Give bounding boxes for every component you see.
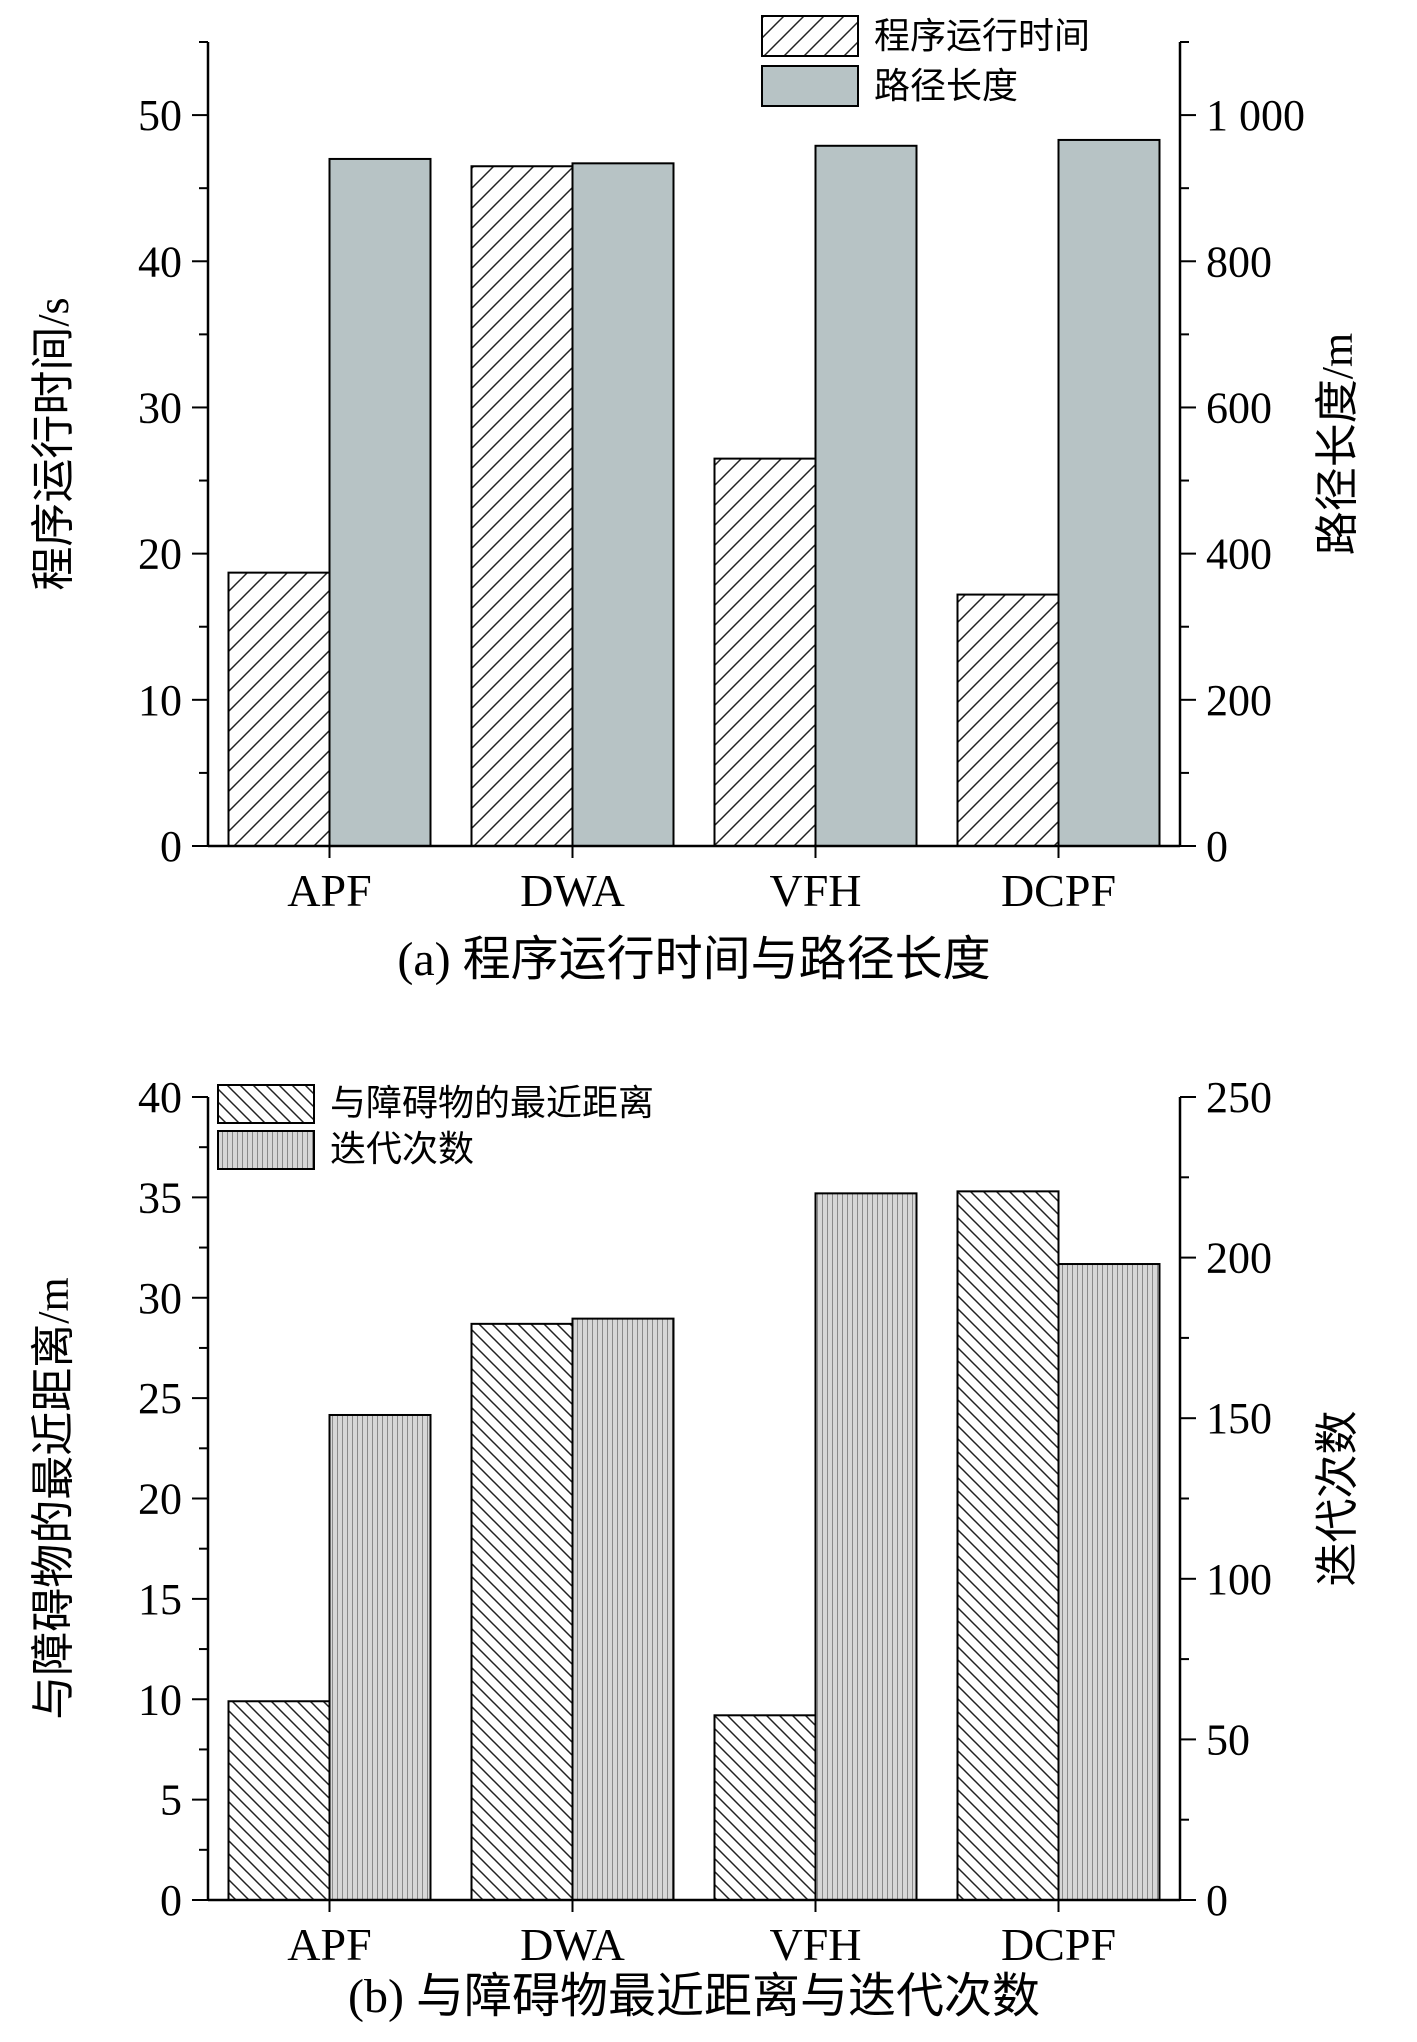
right-tick-label: 50 [1206,1715,1250,1764]
right-tick-label: 800 [1206,237,1272,286]
legend-label: 路径长度 [874,66,1018,107]
right-tick-label: 200 [1206,676,1272,725]
bar-vfh-series-2 [814,1192,918,1901]
right-tick-label: 600 [1206,383,1272,432]
bar-dcpf-series-1 [956,1190,1060,1902]
left-tick-label: 10 [138,1675,182,1724]
category-label: DWA [520,1919,625,1970]
left-tick-label: 30 [138,1274,182,1323]
bar-dcpf-series-2 [1057,1263,1161,1902]
left-tick-label: 0 [160,822,182,871]
bar-vfh-series-1 [713,1714,817,1902]
left-tick-label: 40 [138,237,182,286]
chart-b: APF DWA VFH DCPF 0 5 10 15 20 25 30 35 40 0 50 100 150 20… [29,1073,1362,2023]
chart-caption: (a) 程序运行时间与路径长度 [397,933,990,986]
left-tick-label: 35 [138,1173,182,1222]
left-axis-title: 程序运行时间/s [29,297,78,590]
legend-label: 迭代次数 [330,1129,474,1170]
right-tick-label: 0 [1206,1876,1228,1925]
left-tick-label: 30 [138,383,182,432]
bar-apf-series-1 [227,571,331,847]
bar-dwa-series-2 [571,162,675,847]
bar-vfh-series-1 [713,457,817,847]
category-label: APF [287,865,371,916]
bar-dcpf-series-1 [956,593,1060,847]
category-label: APF [287,1919,371,1970]
right-tick-label: 400 [1206,530,1272,579]
right-tick-label: 150 [1206,1394,1272,1443]
category-label: DWA [520,865,625,916]
category-label: VFH [769,1919,861,1970]
left-tick-label: 10 [138,676,182,725]
left-tick-label: 5 [160,1776,182,1825]
legend-swatch [761,65,859,107]
bar-dwa-series-2 [571,1317,675,1902]
bar-dwa-series-1 [470,1322,574,1902]
legend-swatch [761,15,859,57]
right-tick-label: 200 [1206,1234,1272,1283]
bar-dwa-series-1 [470,165,574,848]
left-tick-label: 20 [138,530,182,579]
bar-vfh-series-2 [814,144,918,848]
legend-label: 程序运行时间 [874,16,1090,57]
left-tick-label: 0 [160,1876,182,1925]
left-tick-label: 15 [138,1575,182,1624]
bar-dcpf-series-2 [1057,138,1161,847]
left-tick-label: 20 [138,1475,182,1524]
chart-caption: (b) 与障碍物最近距离与迭代次数 [348,1970,1040,2023]
category-label: DCPF [1001,865,1116,916]
category-label: DCPF [1001,1919,1116,1970]
right-axis-title: 路径长度/m [1313,333,1362,555]
bar-apf-series-2 [328,157,432,848]
left-tick-label: 40 [138,1073,182,1122]
right-tick-label: 1 000 [1206,91,1305,140]
legend-swatch [217,1130,315,1170]
left-tick-label: 25 [138,1374,182,1423]
right-axis-title: 迭代次数 [1313,1411,1362,1587]
right-tick-label: 100 [1206,1555,1272,1604]
legend-label: 与障碍物的最近距离 [330,1083,654,1124]
bar-apf-series-2 [328,1413,432,1902]
chart-a: APF DWA VFH DCPF 0 10 20 30 40 50 0 200 400 600 800 1 0… [29,15,1362,986]
right-tick-label: 0 [1206,822,1228,871]
legend-swatch [217,1084,315,1124]
category-label: VFH [769,865,861,916]
right-tick-label: 250 [1206,1073,1272,1122]
left-axis-title: 与障碍物的最近距离/m [29,1277,78,1719]
left-tick-label: 50 [138,91,182,140]
bar-apf-series-1 [227,1700,331,1901]
